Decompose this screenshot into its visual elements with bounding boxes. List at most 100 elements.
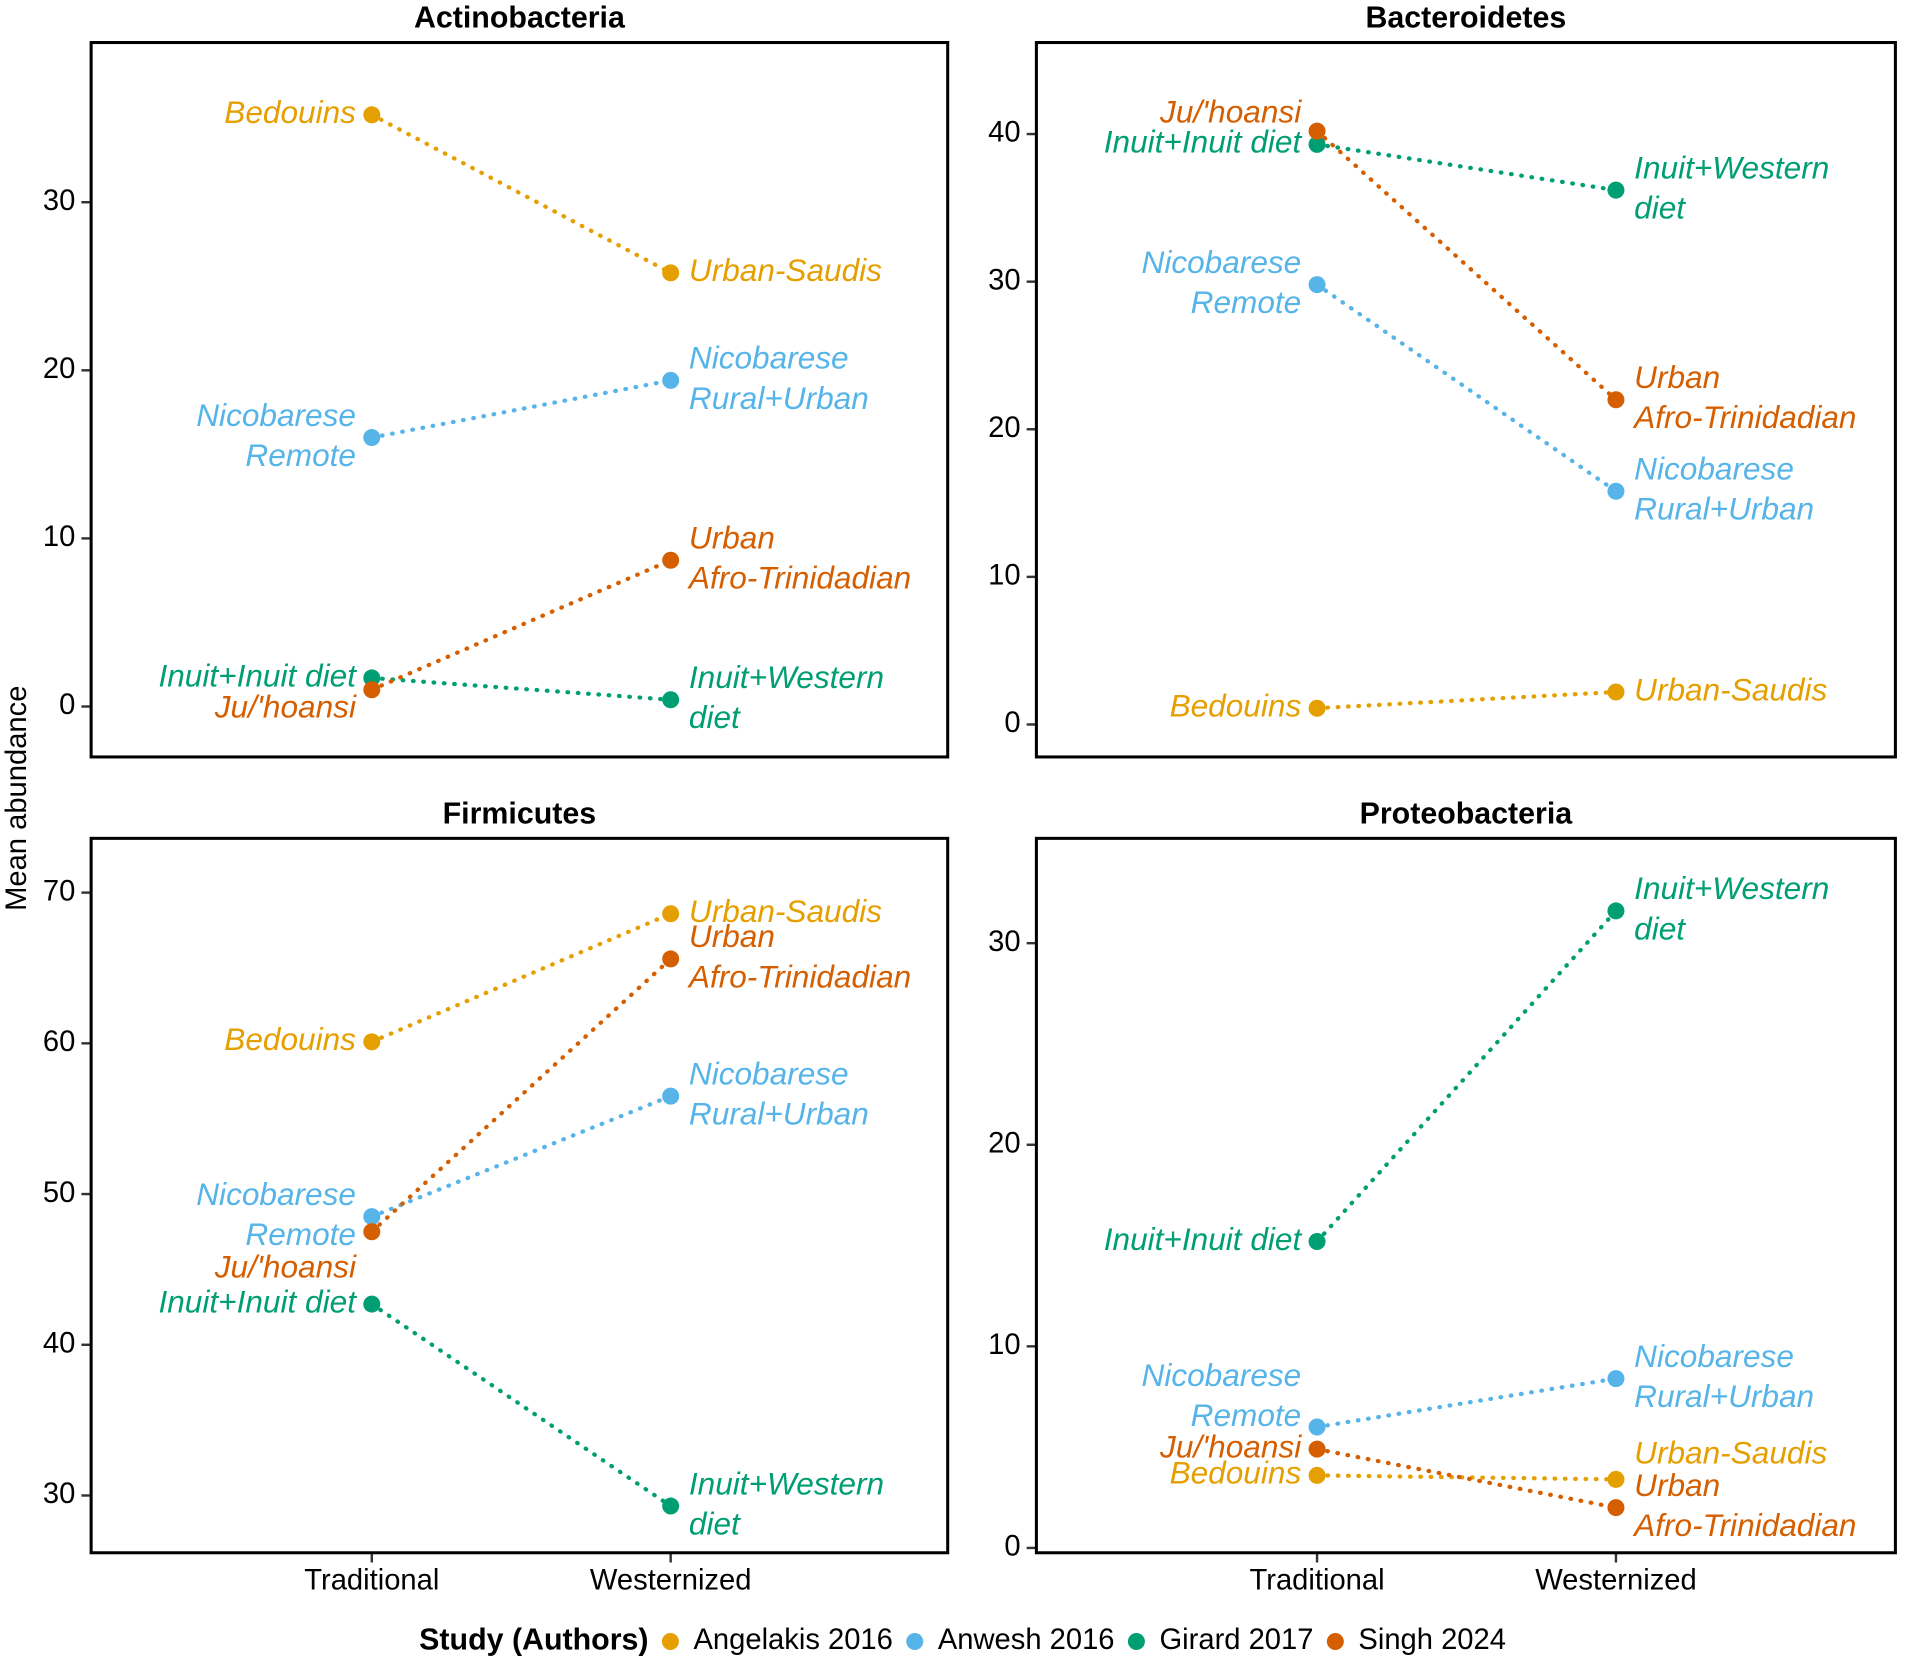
data-point (662, 1087, 680, 1105)
point-label: Ju/'hoansi (1159, 1428, 1302, 1464)
y-tick-label: 0 (59, 689, 75, 721)
data-point (363, 1208, 381, 1226)
point-label: Urban (689, 918, 775, 954)
legend-label: Angelakis 2016 (693, 1624, 892, 1656)
legend-marker (1127, 1632, 1145, 1650)
data-point (363, 1223, 381, 1241)
panel-frame (1034, 41, 1897, 759)
point-label: Bedouins (1170, 1455, 1302, 1491)
data-point (1308, 135, 1326, 153)
series-line (369, 1301, 673, 1509)
legend-label: Singh 2024 (1358, 1624, 1506, 1656)
y-tick-label: 30 (988, 926, 1020, 958)
y-tick-label: 30 (43, 185, 75, 217)
panel-title: Firmicutes (443, 797, 597, 830)
legend-marker (661, 1632, 679, 1650)
data-point (363, 669, 381, 687)
y-tick-label: 0 (1004, 1531, 1020, 1563)
point-label: Rural+Urban (1634, 491, 1814, 527)
panel-title: Actinobacteria (414, 1, 626, 34)
data-point (363, 681, 381, 699)
y-tick-label: 50 (43, 1177, 75, 1209)
point-label: Bedouins (1170, 688, 1302, 724)
point-label: Nicobarese (1142, 1357, 1302, 1393)
data-point (662, 950, 680, 968)
point-label: Urban (689, 520, 775, 556)
point-label: Inuit+Western (689, 659, 884, 695)
point-label: Remote (245, 1216, 356, 1252)
series-line (369, 675, 673, 702)
point-label: Nicobarese (1634, 451, 1794, 487)
data-point (1607, 1370, 1625, 1388)
point-label: diet (1634, 910, 1686, 946)
data-point (1607, 1499, 1625, 1517)
data-point (1607, 181, 1625, 199)
point-label: Ju/'hoansi (214, 688, 357, 724)
y-tick-label: 10 (43, 521, 75, 553)
data-point (1308, 699, 1326, 717)
point-label: Urban-Saudis (689, 252, 882, 288)
y-tick-label: 40 (43, 1327, 75, 1359)
data-point (1308, 1440, 1326, 1458)
data-point (1308, 276, 1326, 294)
series-line (1314, 689, 1619, 711)
data-point (662, 905, 680, 923)
panel-title: Proteobacteria (1360, 797, 1574, 830)
series-line (369, 911, 673, 1044)
data-point (1607, 391, 1625, 409)
x-tick-label: Westernized (1535, 1565, 1697, 1597)
data-point (363, 1295, 381, 1313)
series-line (369, 1093, 673, 1219)
point-label: Rural+Urban (689, 380, 869, 416)
point-label: diet (689, 1505, 741, 1541)
point-label: Afro-Trinidadian (687, 560, 911, 596)
point-label: Bedouins (224, 1021, 356, 1057)
y-tick-label: 30 (988, 264, 1020, 296)
data-point (1308, 1418, 1326, 1436)
point-label: Afro-Trinidadian (1632, 1507, 1856, 1543)
data-point (1607, 683, 1625, 701)
point-label: Remote (1191, 284, 1302, 320)
legend-title: Study (Authors) (419, 1623, 648, 1656)
series-line (369, 956, 673, 1234)
data-point (1607, 1470, 1625, 1488)
point-label: Urban-Saudis (689, 893, 882, 929)
point-label: Ju/'hoansi (214, 1249, 357, 1285)
series-line (369, 558, 673, 692)
series-line (369, 112, 673, 275)
point-label: Remote (1191, 1397, 1302, 1433)
y-tick-label: 10 (988, 560, 1020, 592)
panel-frame (89, 41, 950, 759)
point-label: Inuit+Western (1634, 870, 1829, 906)
x-tick-label: Traditional (304, 1565, 439, 1597)
data-point (662, 691, 680, 709)
point-label: Ju/'hoansi (1159, 93, 1302, 129)
data-point (1308, 122, 1326, 140)
series-line (1314, 128, 1619, 402)
point-label: Inuit+Inuit diet (1104, 1221, 1303, 1257)
point-label: Nicobarese (1634, 1338, 1794, 1374)
legend-label: Anwesh 2016 (938, 1624, 1115, 1656)
data-point (662, 1497, 680, 1515)
data-point (1308, 1466, 1326, 1484)
series-line (1314, 142, 1619, 193)
series-line (1314, 908, 1619, 1244)
point-label: Inuit+Inuit diet (158, 657, 357, 693)
series-line (1314, 1447, 1619, 1510)
y-tick-label: 70 (43, 875, 75, 907)
point-label: diet (1634, 190, 1686, 226)
data-point (363, 1033, 381, 1051)
data-point (662, 371, 680, 389)
point-label: diet (689, 699, 741, 735)
series-line (369, 378, 673, 440)
data-point (363, 106, 381, 124)
point-label: Urban (1634, 1467, 1720, 1503)
y-tick-label: 60 (43, 1026, 75, 1058)
y-tick-label: 40 (988, 117, 1020, 149)
point-label: Rural+Urban (1634, 1378, 1814, 1414)
point-label: Urban-Saudis (1634, 671, 1827, 707)
y-axis-label: Mean abundance (1, 686, 33, 911)
x-tick-label: Westernized (590, 1565, 752, 1597)
y-tick-label: 10 (988, 1329, 1020, 1361)
point-label: Nicobarese (689, 1055, 849, 1091)
